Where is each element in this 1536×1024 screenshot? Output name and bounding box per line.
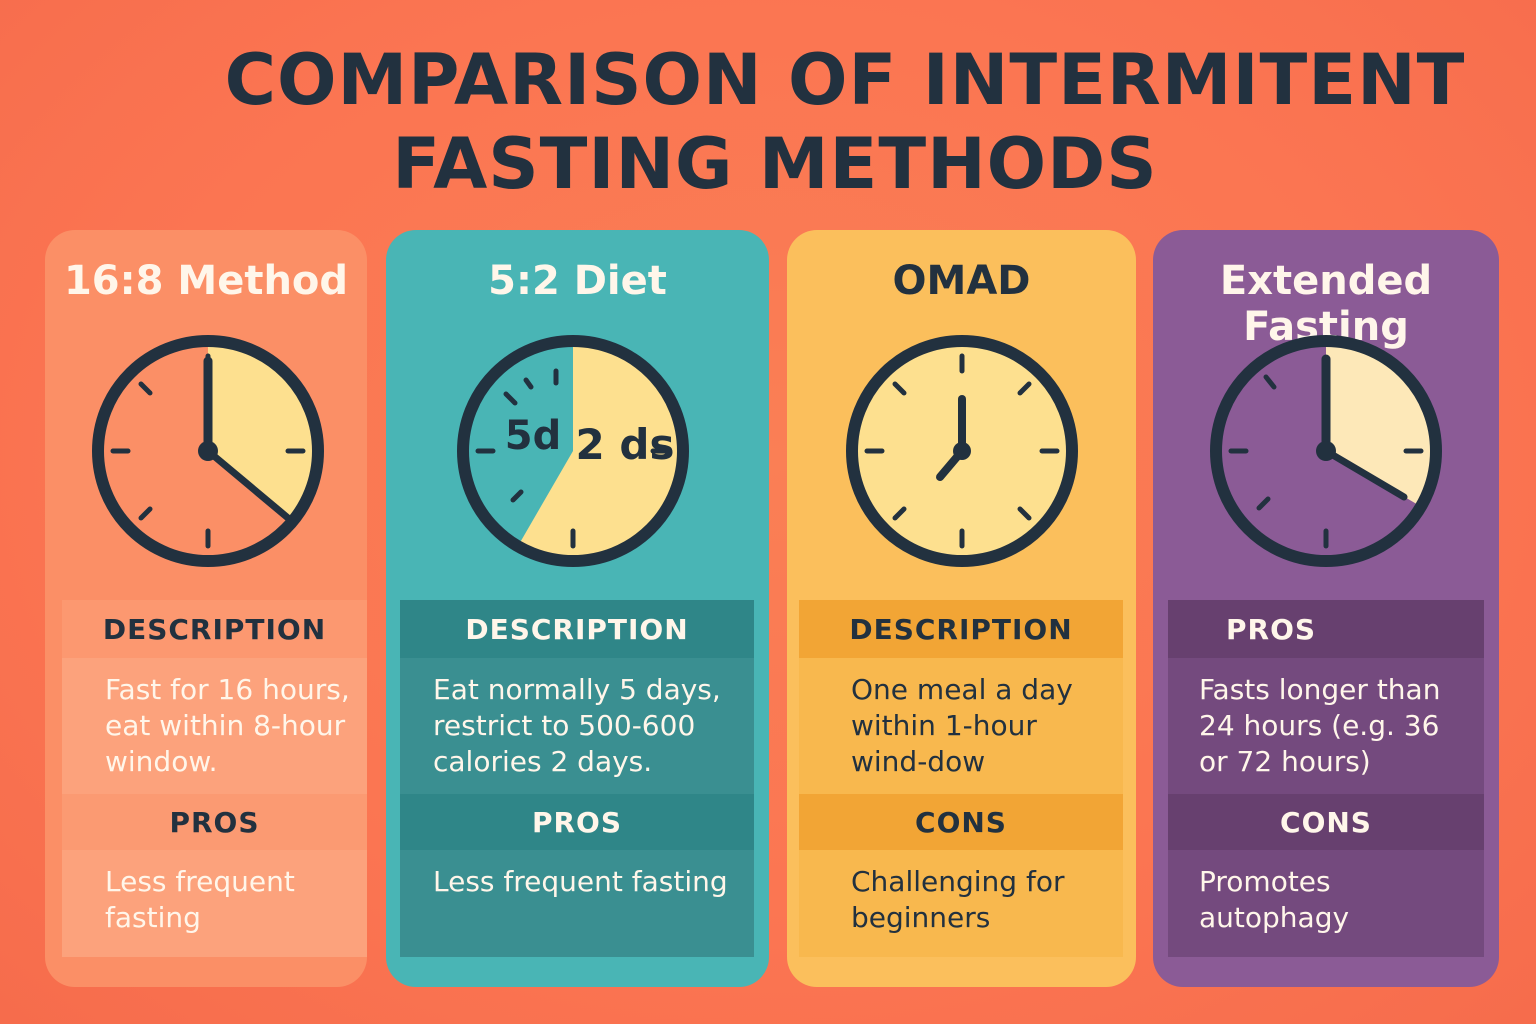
- info-panel: DESCRIPTION Fast for 16 hours, eat withi…: [62, 600, 367, 957]
- pros-header: PROS: [400, 794, 754, 850]
- pros-header: PROS: [1168, 600, 1484, 658]
- pros-text: Less frequent fasting: [400, 850, 754, 957]
- cons-header: CONS: [1168, 794, 1484, 850]
- cons-header: CONS: [799, 794, 1123, 850]
- card-title: 16:8 Method: [63, 258, 349, 304]
- card-5-2-diet: 5:2 Diet 5d 2 ds DESCRIPTION Eat normall…: [386, 230, 769, 987]
- pros-text: Fasts longer than 24 hours (e.g. 36 or 7…: [1168, 658, 1484, 794]
- info-panel: PROS Fasts longer than 24 hours (e.g. 36…: [1168, 600, 1484, 957]
- clock-icon: [846, 335, 1078, 567]
- info-panel: DESCRIPTION Eat normally 5 days, restric…: [400, 600, 754, 957]
- description-text: Eat normally 5 days, restrict to 500-600…: [400, 658, 754, 794]
- description-header: DESCRIPTION: [62, 600, 367, 658]
- clock-icon: [92, 335, 324, 567]
- clock-icon: [1210, 335, 1442, 567]
- title-line-2: FASTING METHODS: [392, 123, 1158, 205]
- card-extended-fasting: Extended Fasting PROS Fasts longer than …: [1153, 230, 1499, 987]
- pros-header: PROS: [62, 794, 367, 850]
- card-16-8-method: 16:8 Method DESCRIPTION Fast for 16 hour…: [45, 230, 367, 987]
- info-panel: DESCRIPTION One meal a day within 1-hour…: [799, 600, 1123, 957]
- cons-text: Challenging for beginners: [799, 850, 1123, 957]
- description-text: Fast for 16 hours, eat within 8-hour win…: [62, 658, 367, 794]
- clock-label-5d: 5d: [505, 413, 561, 459]
- page-title: COMPARISON OF INTERMITENT FASTING METHOD…: [200, 38, 1490, 206]
- description-header: DESCRIPTION: [400, 600, 754, 658]
- cons-text: Promotes autophagy: [1168, 850, 1484, 957]
- title-line-1: COMPARISON OF INTERMITENT: [224, 39, 1466, 121]
- pros-text: Less frequent fasting: [62, 850, 367, 957]
- card-omad: OMAD DESCRIPTION One meal a day within 1…: [787, 230, 1136, 987]
- clock-icon: 5d 2 ds: [457, 335, 689, 567]
- clock-label-2ds: 2 ds: [576, 420, 675, 469]
- card-title: 5:2 Diet: [488, 258, 667, 304]
- description-header: DESCRIPTION: [799, 600, 1123, 658]
- card-title: OMAD: [892, 258, 1031, 304]
- description-text: One meal a day within 1-hour wind-dow: [799, 658, 1123, 794]
